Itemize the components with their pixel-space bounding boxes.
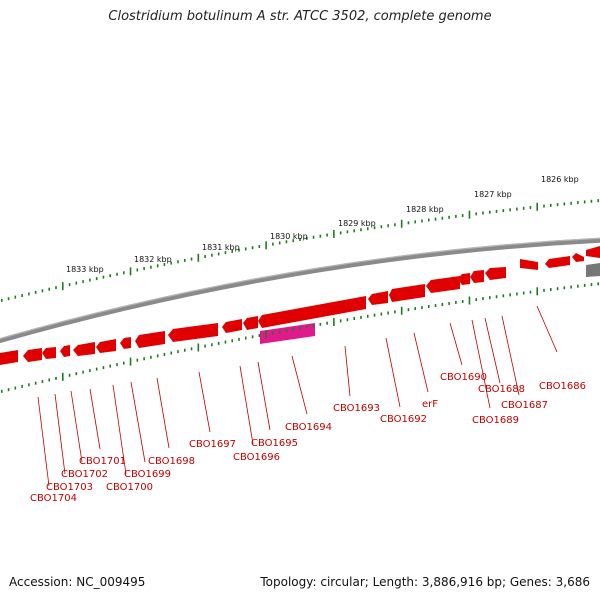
- gene-arrow: [222, 319, 242, 333]
- gene-label-cbo1694: CBO1694: [285, 422, 332, 433]
- outer-scale-ticks: [0, 199, 600, 302]
- gene-arrow: [572, 253, 584, 262]
- genome-backbone: [0, 237, 600, 344]
- leader-line: [385, 337, 401, 408]
- gene-arrow: [545, 256, 570, 268]
- label-leaders: [37, 305, 558, 487]
- leader-line: [37, 396, 50, 487]
- gene-arrow: [0, 350, 18, 365]
- gene-arrow: [368, 291, 388, 305]
- gene-label-cbo1699: CBO1699: [124, 469, 171, 480]
- gene-label-cbo1697: CBO1697: [189, 439, 236, 450]
- gene-arrow: [60, 345, 70, 357]
- gene-highlight-cbo1694: [260, 323, 315, 344]
- gene-label-erf: erF: [422, 399, 438, 410]
- gene-label-cbo1690: CBO1690: [440, 372, 487, 383]
- scale-label-1830: 1830 kbp: [270, 232, 308, 241]
- leader-line: [501, 315, 520, 396]
- gene-arrow: [586, 246, 600, 258]
- gene-label-cbo1687: CBO1687: [501, 400, 548, 411]
- gene-arrow: [485, 267, 506, 280]
- leader-line: [344, 345, 351, 397]
- gene-arrow: [389, 284, 425, 302]
- gene-label-cbo1686: CBO1686: [539, 381, 586, 392]
- leader-line: [449, 322, 463, 366]
- leader-line: [536, 305, 558, 353]
- gene-labels: CBO1686 CBO1687 CBO1688 CBO1689 CBO1690 …: [30, 372, 586, 504]
- leader-line: [89, 388, 101, 450]
- gene-label-cbo1703: CBO1703: [46, 482, 93, 493]
- scale-label-1826: 1826 kbp: [541, 175, 579, 184]
- leader-line: [484, 317, 501, 384]
- leader-line: [239, 365, 254, 445]
- leader-line: [130, 381, 146, 463]
- gene-label-cbo1701: CBO1701: [79, 456, 126, 467]
- gene-arrow: [135, 331, 165, 348]
- gene-arrow: [168, 323, 218, 342]
- leader-line: [471, 319, 491, 409]
- scale-label-1832: 1832 kbp: [134, 255, 172, 264]
- map-title: Clostridium botulinum A str. ATCC 3502, …: [108, 9, 492, 24]
- gene-arrow: [23, 348, 42, 362]
- gene-arrow: [520, 259, 538, 270]
- gene-label-cbo1698: CBO1698: [148, 456, 195, 467]
- leader-line: [54, 393, 66, 475]
- leader-line: [291, 355, 308, 415]
- feature-gray: [586, 263, 600, 277]
- genome-backbone-highlight: [0, 237, 600, 340]
- scale-labels: 1826 kbp 1827 kbp 1828 kbp 1829 kbp 1830…: [66, 175, 579, 274]
- gene-arrow: [458, 273, 470, 285]
- gene-arrow: [120, 337, 131, 349]
- inner-scale-ticks: [0, 282, 600, 393]
- scale-label-1828: 1828 kbp: [406, 205, 444, 214]
- gene-arrow: [42, 347, 56, 359]
- gene-label-cbo1693: CBO1693: [333, 403, 380, 414]
- gene-label-cbo1700: CBO1700: [106, 482, 153, 493]
- scale-label-1827: 1827 kbp: [474, 190, 512, 199]
- leader-line: [257, 361, 271, 431]
- gene-arrow: [243, 316, 258, 330]
- genome-info-text: Topology: circular; Length: 3,886,916 bp…: [260, 575, 590, 589]
- gene-arrow: [73, 342, 95, 356]
- gene-arrow: [96, 339, 116, 353]
- gene-label-cbo1692: CBO1692: [380, 414, 427, 425]
- leader-line: [413, 332, 429, 393]
- gene-label-cbo1688: CBO1688: [478, 384, 525, 395]
- gene-arrow: [258, 296, 366, 328]
- leader-line: [156, 377, 170, 449]
- scale-label-1833: 1833 kbp: [66, 265, 104, 274]
- gene-label-cbo1696: CBO1696: [233, 452, 280, 463]
- forward-genes: [0, 246, 600, 365]
- gene-label-cbo1695: CBO1695: [251, 438, 298, 449]
- scale-label-1831: 1831 kbp: [202, 243, 240, 252]
- leader-line: [70, 390, 83, 463]
- accession-text: Accession: NC_009495: [9, 575, 146, 589]
- gene-label-cbo1702: CBO1702: [61, 469, 108, 480]
- scale-label-1829: 1829 kbp: [338, 219, 376, 228]
- gene-label-cbo1704: CBO1704: [30, 493, 77, 504]
- leader-line: [198, 371, 211, 433]
- gene-arrow: [426, 276, 460, 293]
- leader-line: [112, 384, 127, 475]
- gene-arrow: [470, 270, 484, 283]
- gene-label-cbo1689: CBO1689: [472, 415, 519, 426]
